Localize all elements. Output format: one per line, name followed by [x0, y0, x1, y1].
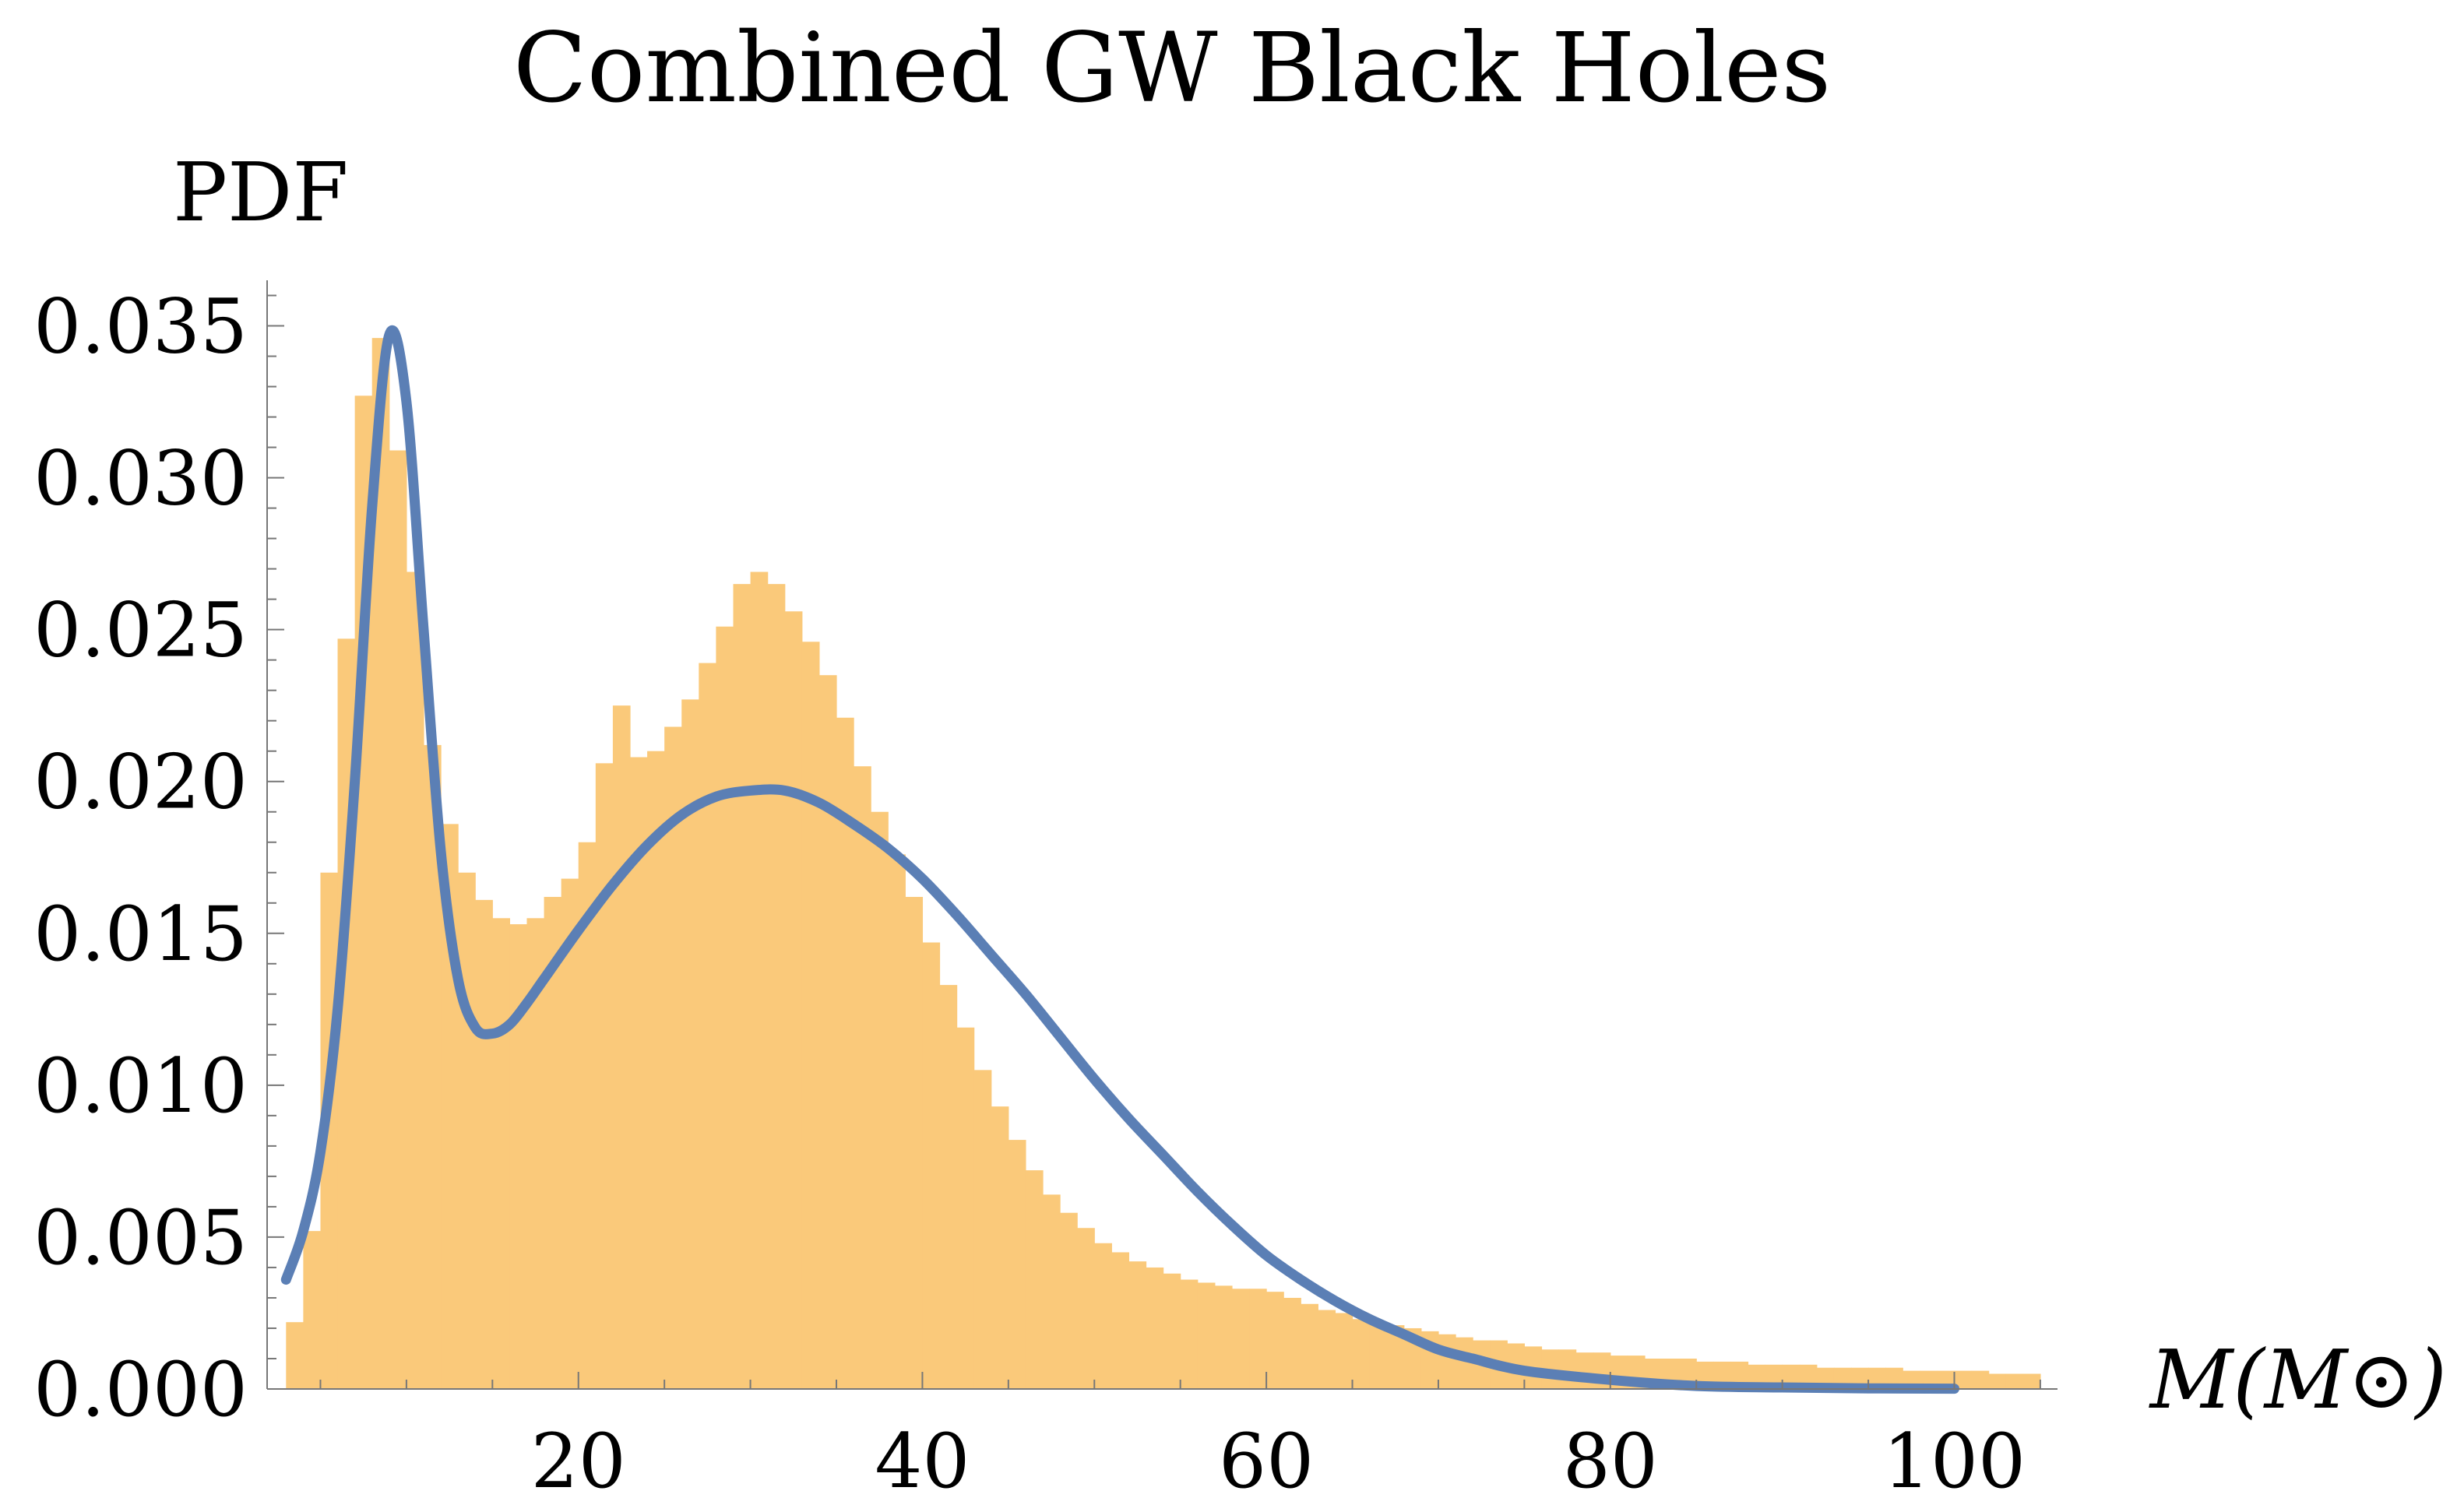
x-tick-label: 80	[1563, 1418, 1658, 1505]
histogram-bar	[1301, 1304, 1318, 1389]
histogram-bar	[751, 572, 769, 1389]
histogram-bar	[475, 900, 493, 1389]
y-tick-label: 0.035	[33, 283, 248, 371]
histogram-bar	[871, 812, 889, 1389]
chart-title: Combined GW Black Holes	[513, 12, 1831, 125]
histogram-bar	[888, 854, 906, 1389]
y-tick-label: 0.000	[33, 1346, 248, 1433]
histogram-bar	[716, 627, 734, 1389]
histogram-bar	[286, 1322, 304, 1389]
histogram-bar	[922, 942, 940, 1389]
x-tick-label: 100	[1883, 1418, 2026, 1505]
histogram-bar	[733, 584, 751, 1389]
histogram-bar	[1370, 1322, 1388, 1389]
histogram-bar	[819, 675, 837, 1389]
histogram-bar	[1043, 1194, 1061, 1389]
histogram-bar	[802, 642, 820, 1389]
x-tick-label: 40	[875, 1418, 970, 1505]
y-tick-label: 0.010	[33, 1043, 248, 1130]
histogram-bar	[1008, 1140, 1026, 1389]
y-tick-label: 0.015	[33, 891, 248, 978]
histogram-bar	[1077, 1228, 1095, 1389]
histogram-bar	[1181, 1280, 1199, 1389]
histogram-bar	[458, 873, 476, 1389]
histogram-bar	[1989, 1373, 2007, 1389]
histogram-bar	[407, 572, 424, 1389]
histogram-bar	[1026, 1170, 1044, 1389]
histogram-bar	[492, 918, 510, 1389]
histogram-bar	[1232, 1289, 1250, 1389]
histogram-bar	[699, 663, 716, 1389]
histogram-bar	[2023, 1373, 2041, 1389]
histogram-bar	[905, 897, 923, 1389]
y-tick-label: 0.020	[33, 739, 248, 826]
histogram-bar	[974, 1070, 992, 1389]
histogram-bar	[1163, 1274, 1181, 1389]
histogram-bar	[1249, 1289, 1267, 1389]
x-axis-title: M(M⊙)	[2149, 1332, 2447, 1427]
y-tick-label: 0.025	[33, 587, 248, 674]
histogram-bar	[1146, 1268, 1164, 1389]
y-tick-label: 0.005	[33, 1194, 248, 1282]
histogram-bar	[1111, 1252, 1129, 1389]
y-ticks: 0.000 0.005 0.010 0.015 0.020 0.025 0.030 0.035	[33, 283, 284, 1433]
histogram-bar	[1318, 1310, 1336, 1389]
x-tick-label: 20	[531, 1418, 626, 1505]
histogram-bar	[596, 763, 614, 1389]
histogram-bar	[1438, 1334, 1456, 1389]
histogram-bar	[1576, 1352, 1594, 1389]
y-axis-title: PDF	[173, 145, 349, 240]
histogram-bar	[991, 1106, 1009, 1389]
histogram-bar	[768, 584, 786, 1389]
histogram-bar	[509, 924, 527, 1389]
histogram-bar	[1283, 1298, 1301, 1389]
histogram-bar	[1266, 1292, 1284, 1389]
histogram-bar	[1060, 1213, 1078, 1389]
y-tick-label: 0.030	[33, 435, 248, 522]
histogram-bar	[854, 766, 871, 1389]
histogram-bar	[1559, 1349, 1577, 1389]
histogram-bar	[1972, 1371, 1990, 1389]
histogram-bar	[303, 1231, 321, 1389]
histogram-bar	[1198, 1282, 1216, 1389]
histogram-bar	[940, 985, 958, 1389]
histogram-bar	[957, 1028, 975, 1389]
histogram-bar	[613, 705, 631, 1389]
x-tick-label: 60	[1219, 1418, 1314, 1505]
histogram-bar	[1215, 1285, 1233, 1389]
histogram-bars	[286, 338, 2040, 1389]
chart: Combined GW Black Holes PDF M(M⊙) 20 40 60…	[0, 0, 2457, 1512]
histogram-bar	[785, 611, 803, 1389]
histogram-bar	[1335, 1313, 1353, 1389]
histogram-bar	[1128, 1261, 1146, 1389]
histogram-bar	[2006, 1373, 2024, 1389]
histogram-bar	[389, 450, 407, 1389]
histogram-bar	[1353, 1319, 1371, 1389]
histogram-bar	[1094, 1243, 1112, 1389]
